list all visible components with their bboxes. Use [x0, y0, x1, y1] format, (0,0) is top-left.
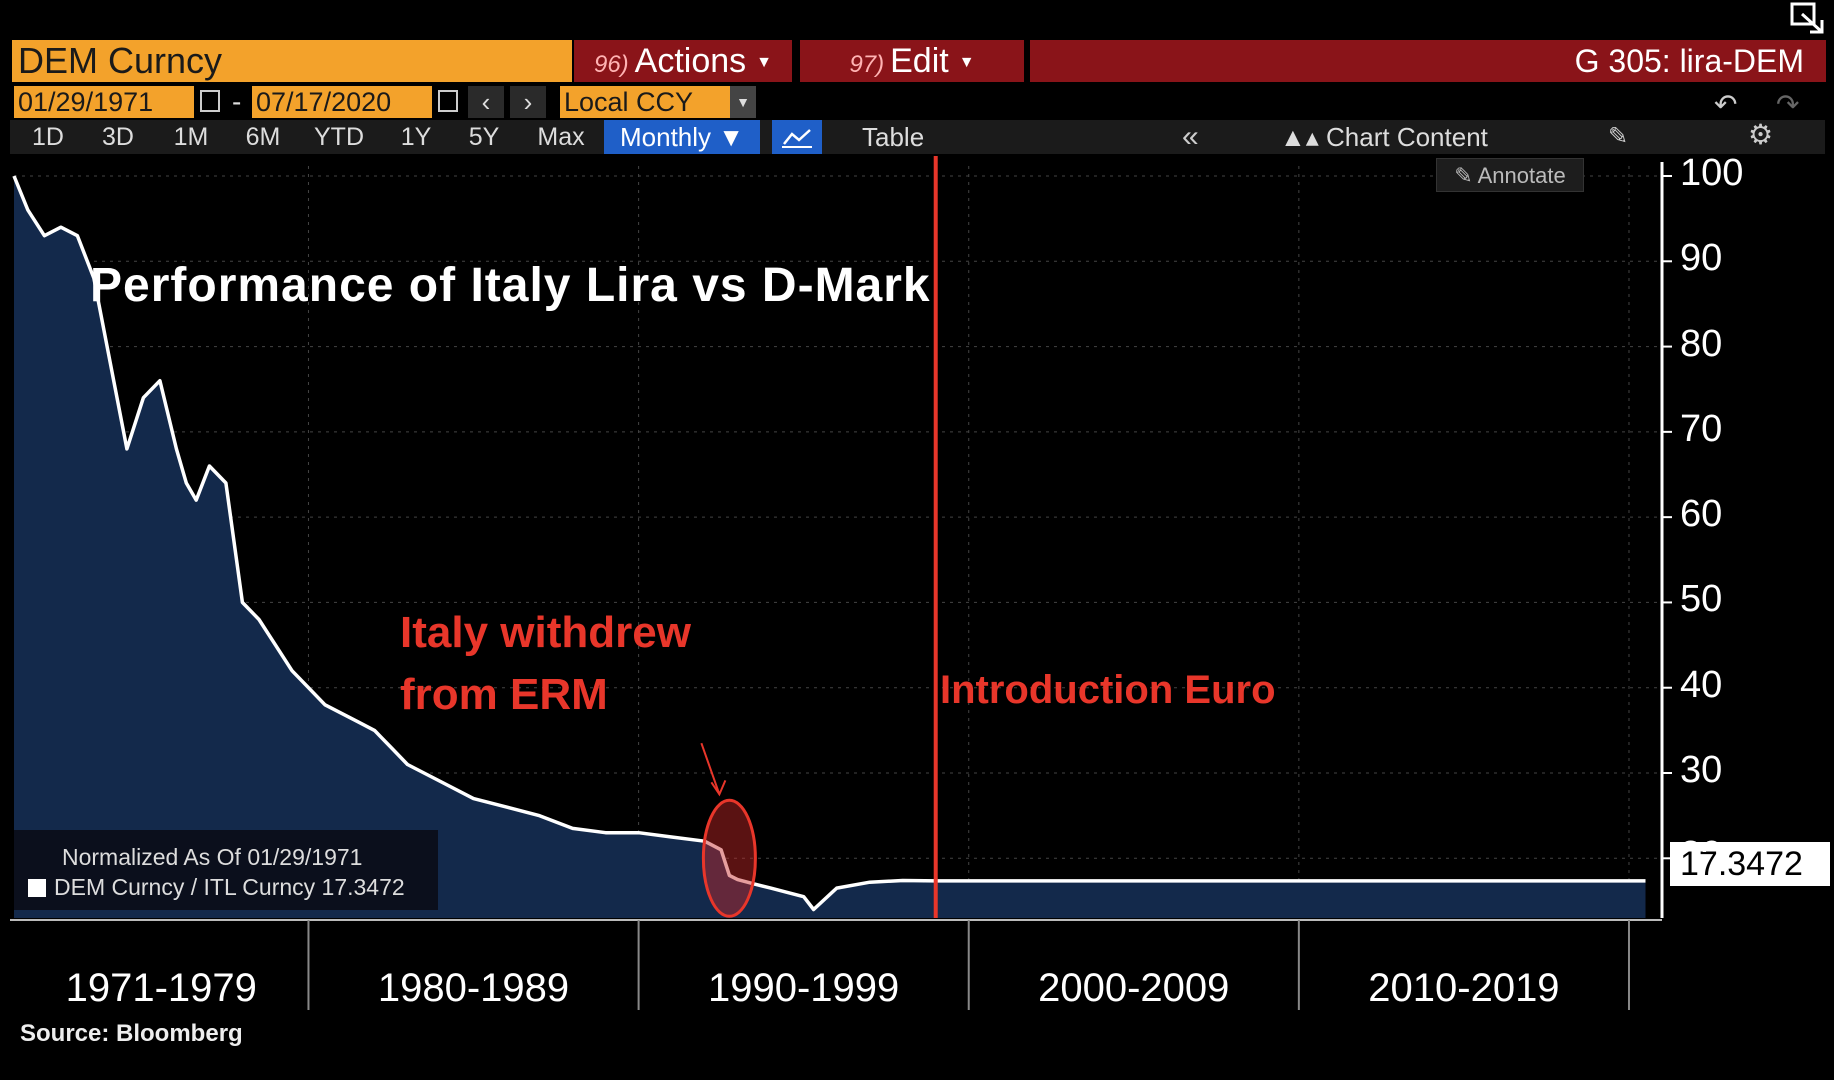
chart-content-label: Chart Content [1326, 122, 1488, 152]
erm-annotation-line2: from ERM [400, 670, 608, 719]
erm-event-marker [701, 798, 757, 918]
line-chart-icon[interactable] [772, 120, 822, 154]
date-separator: - [232, 86, 242, 117]
start-date-field[interactable]: 01/29/1971 [14, 86, 194, 118]
x-category-label: 2010-2019 [1368, 966, 1560, 1010]
erm-arrow [700, 742, 721, 795]
legend-normalized: Normalized As Of 01/29/1971 [62, 844, 363, 870]
period-1m[interactable]: 1M [173, 123, 209, 151]
chevron-down-icon: ▼ [756, 54, 773, 72]
x-dividers [307, 920, 1630, 1010]
source-note: Source: Bloomberg [20, 1020, 243, 1047]
period-max[interactable]: Max [537, 123, 585, 151]
frequency-dropdown[interactable]: Monthly ▼ [604, 120, 760, 154]
y-tick-label: 20 [1680, 834, 1722, 852]
collapse-panel-icon[interactable]: « [1182, 120, 1199, 153]
chevron-left-icon[interactable]: ‹ [468, 86, 504, 118]
euro-annotation: Introduction Euro [940, 668, 1276, 712]
gear-icon[interactable]: ⚙ [1748, 119, 1774, 150]
annotate-label: Annotate [1477, 163, 1566, 188]
erm-annotation: Italy withdrew from ERM [400, 602, 691, 726]
y-tick-label: 60 [1680, 493, 1723, 536]
chart-legend: Normalized As Of 01/29/1971 DEM Curncy /… [14, 830, 438, 910]
period-6m[interactable]: 6M [245, 123, 281, 151]
erm-annotation-line1: Italy withdrew [400, 608, 691, 657]
chart-title: Performance of Italy Lira vs D-Mark [90, 259, 931, 312]
security-ticker[interactable]: DEM Curncy [12, 40, 572, 82]
x-category-label: 1990-1999 [708, 966, 900, 1010]
actions-menu[interactable]: 96) Actions ▼ [574, 40, 792, 82]
chart-content-button[interactable]: ▲▴ Chart Content [1280, 120, 1488, 154]
last-value-tag: 17.3472 [1670, 842, 1830, 886]
legend-series-label: DEM Curncy / ITL Curncy 17.3472 [54, 874, 405, 900]
chevron-down-icon[interactable]: ▼ [730, 86, 756, 118]
chevron-down-icon: ▼ [958, 54, 975, 72]
calendar-icon[interactable] [200, 90, 220, 112]
edit-menu[interactable]: 97) Edit ▼ [800, 40, 1024, 82]
period-1y[interactable]: 1Y [400, 123, 432, 151]
period-5y[interactable]: 5Y [468, 123, 500, 151]
end-date-field[interactable]: 07/17/2020 [252, 86, 432, 118]
legend-swatch [28, 879, 46, 897]
undo-icon[interactable]: ↶ [1714, 89, 1738, 120]
y-tick-label: 50 [1680, 578, 1723, 621]
actions-menu-label: Actions [634, 42, 747, 80]
y-tick-label: 40 [1680, 663, 1723, 706]
currency-select[interactable]: Local CCY [560, 86, 730, 118]
pencil-icon: ✎ [1454, 163, 1478, 188]
y-ticks [1662, 175, 1672, 860]
y-tick-label: 80 [1680, 322, 1723, 365]
edit-chart-icon[interactable]: ✎ [1608, 123, 1629, 150]
legend-series[interactable]: DEM Curncy / ITL Curncy 17.3472 [28, 874, 405, 901]
actions-menu-number: 96) [593, 51, 629, 78]
period-3d[interactable]: 3D [102, 123, 134, 151]
erm-arrowhead [710, 779, 727, 797]
x-category-label: 2000-2009 [1038, 966, 1230, 1010]
redo-icon[interactable]: ↷ [1776, 89, 1800, 120]
series-line [12, 175, 1646, 912]
chevron-right-icon[interactable]: › [510, 86, 546, 118]
edit-menu-number: 97) [849, 51, 885, 78]
edit-menu-label: Edit [890, 42, 949, 80]
expand-window-icon[interactable] [1788, 0, 1828, 36]
calendar-icon[interactable] [438, 90, 458, 112]
y-tick-label: 70 [1680, 407, 1723, 450]
chart-content-icon: ▲▴ [1280, 122, 1327, 152]
y-tick-label: 100 [1680, 152, 1744, 194]
period-1d[interactable]: 1D [32, 123, 64, 151]
table-button[interactable]: Table [862, 122, 925, 152]
y-tick-label: 30 [1680, 749, 1723, 791]
page-title: G 305: lira-DEM [1030, 40, 1826, 82]
period-ytd[interactable]: YTD [314, 123, 364, 151]
x-category-label: 1971-1979 [65, 966, 257, 1010]
y-tick-label: 90 [1680, 237, 1723, 280]
chart-toolbar [10, 120, 1825, 154]
x-category-label: 1980-1989 [377, 966, 570, 1010]
annotate-button[interactable]: ✎ Annotate [1436, 158, 1584, 192]
